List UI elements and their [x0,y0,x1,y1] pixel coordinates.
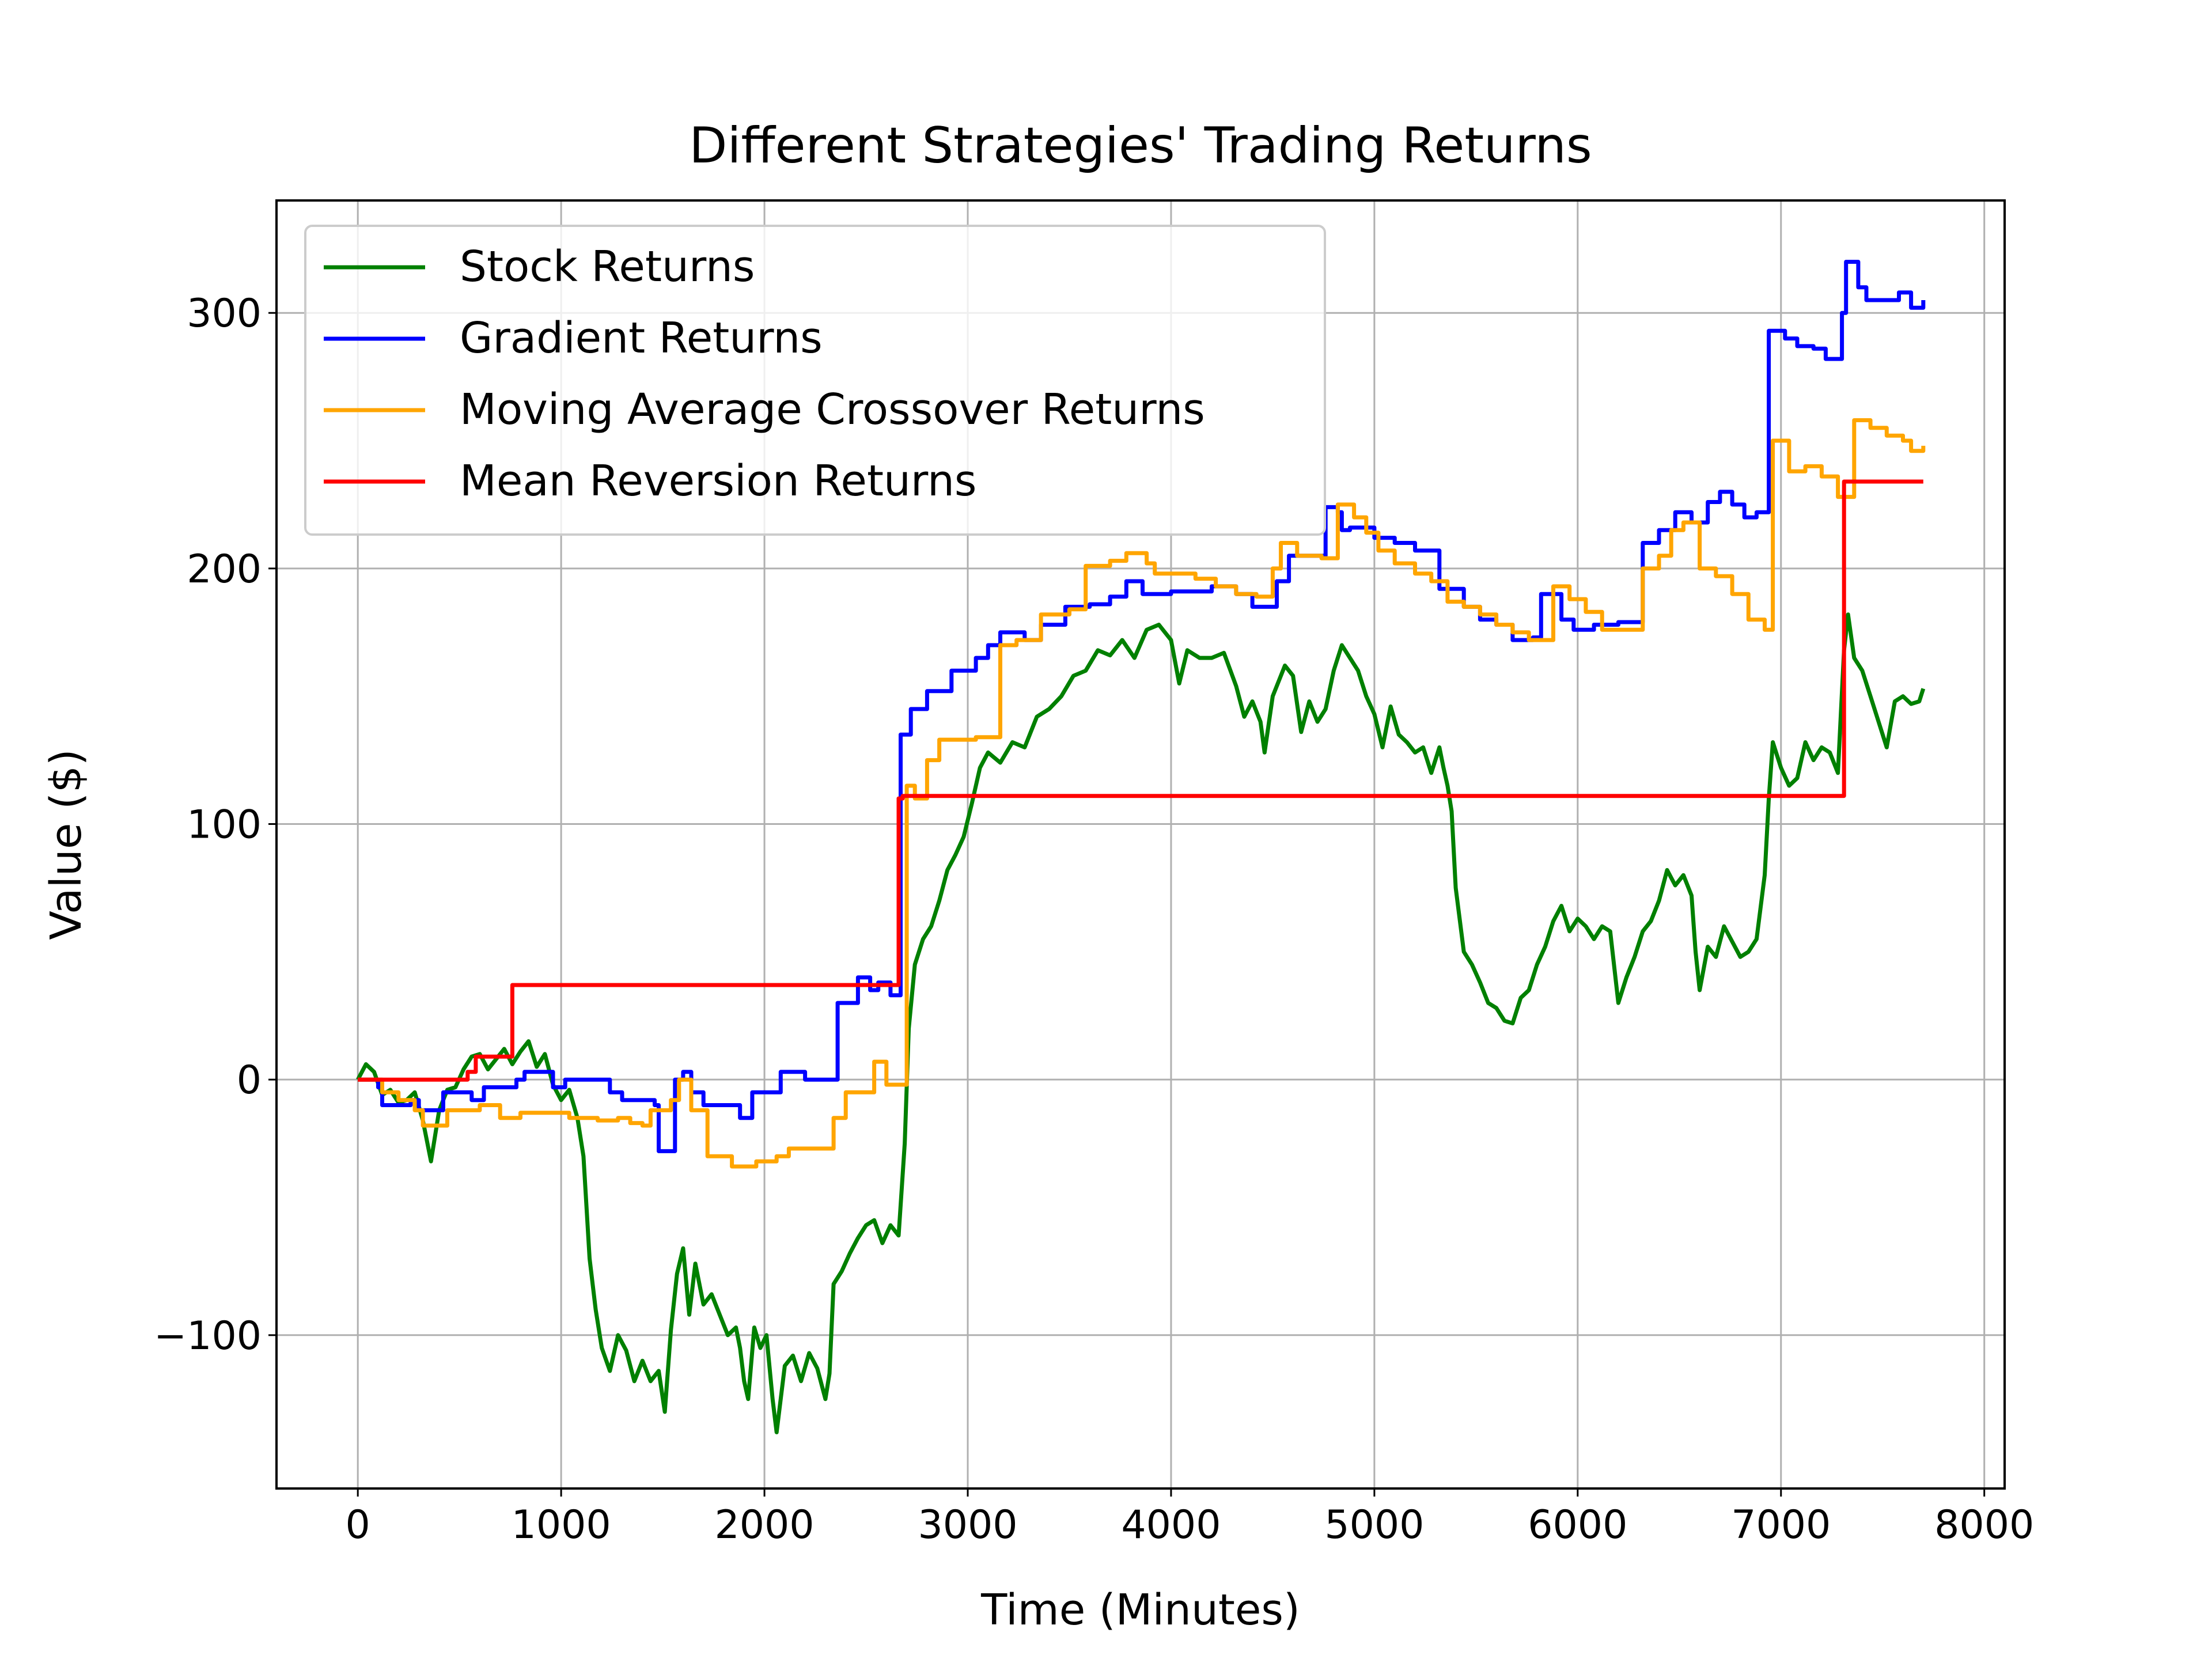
legend-label: Mean Reversion Returns [460,456,976,506]
series-layer [356,260,1926,1434]
ticks: 0 1000 2000 3000 4000 5000 6000 7000 8000 −100 0 10… [154,291,2034,1548]
series-line-1 [356,612,1926,1434]
legend: Stock Returns Gradient Returns Moving Aver… [304,225,1326,536]
chart-title: Different Strategies' Trading Returns [689,117,1592,175]
y-axis-label: Value ($) [41,749,91,940]
x-tick-label: 0 [346,1502,370,1548]
x-tick-label: 5000 [1324,1502,1424,1548]
axes-frame [275,199,2006,1490]
series-line-3 [358,418,1926,1169]
x-tick-label: 8000 [1934,1502,2034,1548]
y-tick-label: 100 [187,802,262,848]
y-tick-label: −100 [154,1313,262,1359]
x-tick-label: 7000 [1731,1502,1831,1548]
x-tick-label: 2000 [715,1502,815,1548]
series-line-2 [358,260,1926,1153]
x-tick-label: 3000 [918,1502,1017,1548]
x-tick-label: 4000 [1121,1502,1221,1548]
y-tick-label: 300 [187,291,262,336]
y-tick-label: 200 [187,547,262,592]
x-tick-label: 6000 [1528,1502,1627,1548]
series-line-4 [358,479,1923,1082]
x-axis-label: Time (Minutes) [980,1585,1300,1635]
legend-label: Stock Returns [460,242,755,291]
x-tick-label: 1000 [512,1502,611,1548]
legend-label: Gradient Returns [460,313,823,363]
y-tick-label: 0 [237,1058,262,1103]
legend-label: Moving Average Crossover Returns [460,385,1205,434]
legend-box [304,225,1326,536]
